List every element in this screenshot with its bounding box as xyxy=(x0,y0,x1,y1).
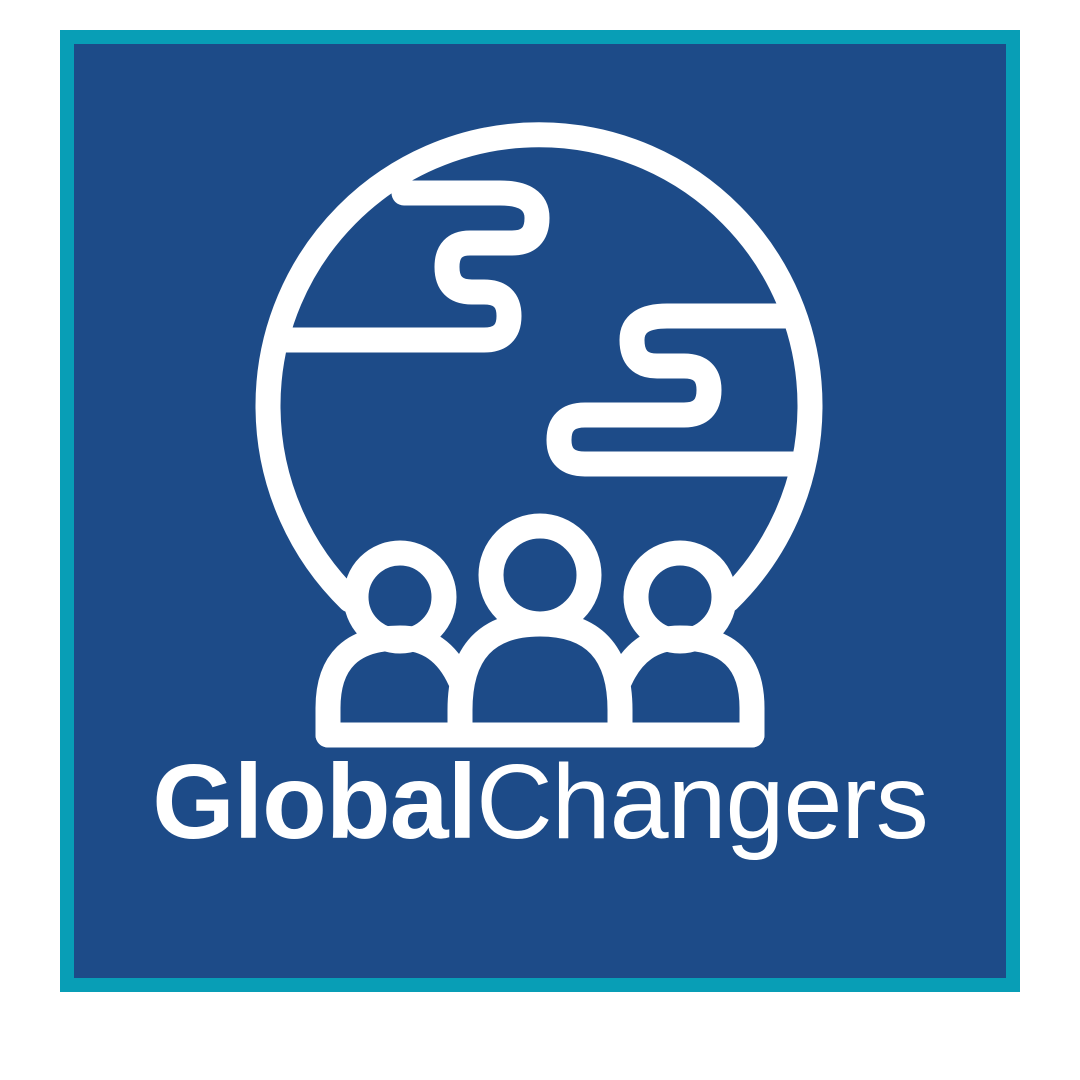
continent-left xyxy=(265,180,550,353)
globe-outline xyxy=(255,122,823,613)
left-person-body-icon xyxy=(315,625,473,748)
right-person-body-icon xyxy=(607,625,765,748)
wordmark-bold: Global xyxy=(152,743,477,861)
continent-right xyxy=(546,303,807,477)
logo-frame xyxy=(60,30,1020,992)
wordmark-light: Changers xyxy=(476,743,929,861)
center-person-head-icon xyxy=(478,513,602,637)
wordmark: GlobalChangers xyxy=(0,742,1080,862)
center-person-body-icon xyxy=(447,611,633,748)
